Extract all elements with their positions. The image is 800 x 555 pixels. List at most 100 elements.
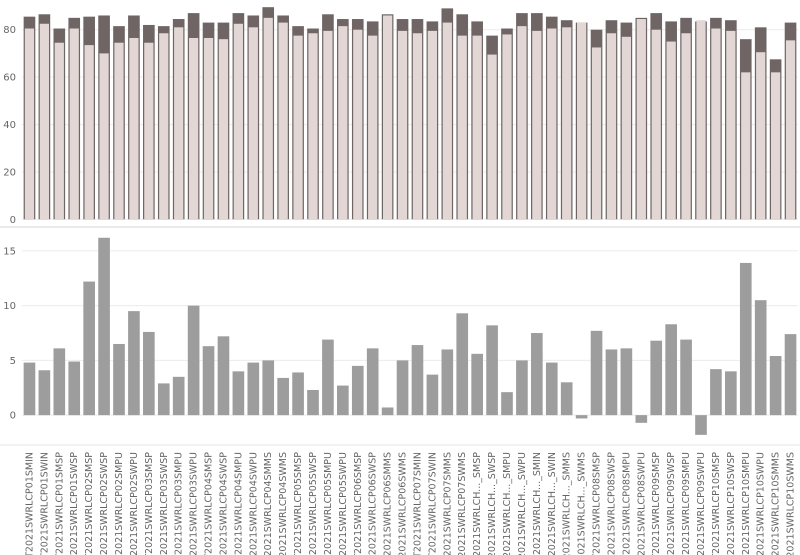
bottom-bar [366, 348, 379, 416]
top-bar-series-2 [726, 30, 736, 220]
x-tick-label: BT2021SWRLCP08SMPU [621, 452, 632, 555]
top-bar-series-2 [547, 28, 557, 220]
x-tick-label: BT2021SWRLCP10SMSP [711, 452, 722, 555]
top-bar-series-2 [472, 35, 482, 220]
bottom-bar [545, 362, 558, 416]
x-tick-label: BT2021SWRLCP03SWSP [159, 452, 170, 555]
top-y-axis-ticks: 0 20 40 60 80 [3, 25, 16, 226]
top-bar-series-2 [114, 42, 124, 220]
top-bar-series-2 [636, 19, 646, 220]
x-tick-label: BT2021SWRLCP06SMMS [383, 452, 394, 555]
bottom-bar [739, 262, 752, 416]
top-bar-series-2 [711, 28, 721, 220]
top-bar-series-2 [39, 23, 50, 220]
bottom-bar [710, 369, 722, 416]
x-tick-label: BT2021SWRLCP06SMSP [353, 452, 364, 555]
bottom-bar [769, 356, 782, 416]
x-tick-label: BT2021SWRLCP02SWPU [129, 452, 140, 555]
top-bar-series-2 [576, 22, 587, 220]
x-tick-label: BT2021SWRLCP04SWMS [278, 452, 289, 555]
top-bar-series-2 [263, 17, 273, 220]
bottom-bar [650, 340, 663, 416]
bottom-bar [232, 371, 245, 416]
bottom-bar [605, 349, 618, 416]
top-bar-series-2 [54, 42, 64, 220]
bottom-bar [516, 360, 528, 416]
bottom-bar [620, 348, 633, 416]
bottom-y-tick-label: 15 [3, 246, 16, 257]
bottom-bar [53, 348, 66, 416]
top-bar-series-2 [278, 22, 288, 220]
x-tick-label: BT2021SWRLCP07SMIN [412, 452, 423, 555]
top-bar-series-2 [218, 39, 229, 220]
x-tick-label: BT2021SWRLCP10SMPU [741, 452, 752, 555]
bottom-bar [38, 370, 51, 416]
top-bar-series-2 [248, 27, 258, 220]
x-tick-label: BT2021SWRLCP04SMMS [263, 452, 274, 555]
x-tick-label: BT2021SWRLCP10SMMS [771, 452, 782, 555]
bottom-bar [23, 362, 36, 416]
top-bar-series-2 [129, 37, 139, 220]
top-bar-series-2 [427, 30, 438, 220]
top-bar-series-2 [203, 37, 214, 220]
x-tick-label: BT2021SWRLCP10SWMS [786, 452, 797, 555]
bottom-bar [665, 324, 677, 416]
top-bar-series-2 [323, 30, 333, 220]
x-tick-label: BT2021SWRLCH..._SMIN [532, 452, 543, 555]
x-tick-label: BT2021SWRLCP10SWPU [756, 452, 767, 555]
x-tick-label: BT2021SWRLCP10SWSP [726, 452, 737, 555]
x-tick-label: BT2021SWRLCP05SWPU [338, 452, 349, 555]
bottom-y-tick-label: 10 [3, 301, 16, 312]
top-bar-series-2 [397, 30, 408, 220]
bottom-bars [23, 237, 797, 435]
top-bar-series-2 [487, 54, 497, 220]
top-bar-series-2 [770, 72, 781, 220]
top-bar-series-2 [412, 33, 423, 220]
bottom-bar [128, 311, 140, 416]
top-bar-series-2 [457, 35, 467, 220]
bottom-bar [635, 415, 648, 423]
top-panel: 0 20 40 60 80 [3, 7, 798, 226]
top-bar-series-2 [681, 33, 691, 220]
bottom-bar [157, 383, 170, 416]
top-bar-series-2 [99, 53, 109, 220]
x-tick-label: BT2021SWRLCP08SWSP [606, 452, 617, 555]
bottom-bar [560, 382, 573, 416]
top-bar-series-2 [517, 26, 527, 220]
x-tick-label: BT2021SWRLCP02SMSP [84, 452, 95, 555]
top-bar-series-2 [144, 42, 154, 220]
bottom-bar [426, 374, 439, 416]
x-tick-label: BT2021SWRLCH..._SMMS [562, 452, 573, 555]
x-tick-label: BT2021SWRLCH..._SWIN [547, 452, 558, 555]
bottom-bar [172, 376, 185, 416]
top-bar-series-2 [368, 35, 378, 220]
top-y-tick-label: 80 [3, 25, 16, 36]
top-bar-series-2 [591, 47, 602, 220]
bottom-y-tick-label: 5 [10, 356, 16, 367]
bottom-bar [98, 237, 110, 416]
bottom-bar [337, 385, 349, 416]
bottom-bar [754, 300, 767, 416]
bottom-bar [292, 372, 304, 416]
bottom-bar [590, 330, 603, 416]
top-bar-series-2 [174, 27, 184, 220]
x-tick-label: BT2021SWRLCP09SWSP [666, 452, 677, 555]
top-bar-series-2 [756, 52, 766, 220]
top-bars [23, 7, 797, 220]
bottom-bar [441, 349, 454, 416]
x-tick-label: BT2021SWRLCP04SMPU [233, 452, 244, 555]
x-tick-label: BT2021SWRLCP04SWSP [218, 452, 229, 555]
top-bar-series-2 [785, 40, 796, 220]
bottom-bar [202, 346, 215, 416]
bottom-bar [351, 365, 364, 416]
x-tick-label: BT2021SWRLCP02SMPU [114, 452, 125, 555]
bottom-bar [501, 392, 513, 416]
top-bar-series-2 [562, 27, 572, 220]
top-bar-series-2 [666, 41, 676, 220]
x-tick-label: BT2021SWRLCP01SWSP [69, 452, 80, 555]
x-tick-label: BT2021SWRLCP08SMSP [592, 452, 603, 555]
x-tick-label: BT2021SWRLCP09SWPU [696, 452, 707, 555]
x-tick-label: BT2021SWRLCP04SWPU [248, 452, 259, 555]
bottom-bar [411, 345, 424, 416]
